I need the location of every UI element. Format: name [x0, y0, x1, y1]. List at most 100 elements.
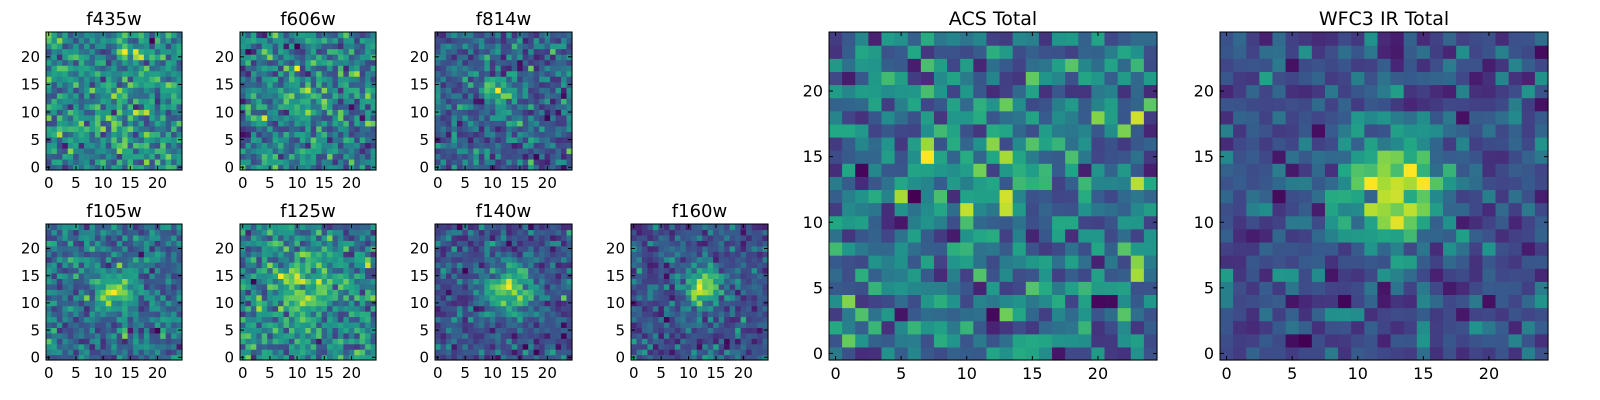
heatmap-cell — [489, 262, 496, 269]
heatmap-cell — [960, 176, 974, 191]
heatmap-cell — [299, 300, 306, 307]
heatmap-cell — [566, 283, 573, 290]
heatmap-cell — [1117, 176, 1132, 191]
heatmap-cell — [73, 131, 80, 138]
heatmap-cell — [256, 311, 263, 318]
heatmap-cell — [696, 338, 703, 345]
heatmap-cell — [511, 316, 518, 323]
heatmap-cell — [283, 278, 290, 285]
heatmap-cell — [310, 131, 317, 138]
heatmap-cell — [288, 316, 295, 323]
heatmap-cell — [489, 311, 496, 318]
heatmap-cell — [1091, 202, 1106, 217]
heatmap-cell — [762, 278, 769, 285]
heatmap-cell — [67, 245, 74, 252]
heatmap-cell — [370, 76, 377, 83]
heatmap-cell — [550, 300, 557, 307]
heatmap-cell — [462, 251, 469, 258]
heatmap-cell — [933, 268, 948, 282]
heatmap-cell — [663, 224, 670, 231]
heatmap-cell — [511, 311, 518, 318]
heatmap-cell — [116, 256, 123, 263]
heatmap-cell — [78, 65, 85, 72]
heatmap-cell — [1130, 268, 1145, 282]
heatmap-cell — [729, 305, 736, 312]
heatmap-cell — [143, 321, 150, 328]
heatmap-cell — [337, 289, 344, 296]
heatmap-cell — [751, 251, 758, 258]
heatmap-cell — [73, 103, 80, 110]
heatmap-cell — [757, 245, 764, 252]
heatmap-cell — [84, 136, 91, 143]
heatmap-cell — [321, 136, 328, 143]
heatmap-cell — [647, 332, 654, 339]
heatmap-cell — [138, 153, 145, 160]
heatmap-cell — [658, 338, 665, 345]
heatmap-cell — [56, 234, 63, 241]
heatmap-cell — [881, 176, 896, 191]
heatmap-cell — [105, 48, 112, 55]
heatmap-cell — [332, 59, 339, 66]
heatmap-cell — [67, 131, 74, 138]
heatmap-cell — [435, 343, 442, 350]
heatmap-cell — [278, 98, 285, 105]
heatmap-cell — [484, 98, 491, 105]
heatmap-cell — [669, 272, 676, 279]
heatmap-cell — [440, 142, 447, 149]
heatmap-cell — [84, 43, 91, 50]
heatmap-cell — [484, 224, 491, 231]
heatmap-cell — [310, 76, 317, 83]
heatmap-cell — [1038, 333, 1053, 348]
heatmap-cell — [669, 256, 676, 263]
heatmap-cell — [484, 229, 491, 236]
heatmap-cell — [933, 320, 948, 335]
heatmap-cell — [500, 278, 507, 285]
axes-frame — [434, 223, 573, 361]
heatmap-cell — [500, 262, 507, 269]
heatmap-cell — [842, 163, 856, 177]
axes-frame — [239, 223, 377, 361]
heatmap-cell — [511, 37, 518, 44]
heatmap-cell — [370, 32, 377, 39]
heatmap-cell — [522, 240, 529, 247]
heatmap-cell — [171, 311, 178, 318]
heatmap-cell — [62, 120, 69, 127]
heatmap-cell — [240, 131, 247, 138]
heatmap-cell — [484, 92, 491, 99]
heatmap-cell — [652, 245, 659, 252]
heatmap-cell — [365, 267, 372, 274]
heatmap-cell — [78, 234, 85, 241]
heatmap-cell — [359, 278, 366, 285]
heatmap-cell — [51, 109, 58, 116]
heatmap-cell — [127, 87, 134, 94]
heatmap-cell — [555, 114, 562, 121]
heatmap-cell — [522, 245, 529, 252]
heatmap-cell — [278, 300, 285, 307]
heatmap-cell — [729, 224, 736, 231]
heatmap-cell — [894, 215, 909, 230]
heatmap-cell — [718, 294, 725, 301]
heatmap-cell — [84, 349, 91, 356]
heatmap-cell — [478, 240, 485, 247]
heatmap-cell — [256, 120, 263, 127]
heatmap-cell — [746, 332, 753, 339]
heatmap-cell — [321, 125, 328, 132]
heatmap-cell — [489, 321, 496, 328]
heatmap-cell — [729, 300, 736, 307]
heatmap-cell — [133, 142, 140, 149]
heatmap-cell — [154, 256, 161, 263]
heatmap-cell — [171, 283, 178, 290]
heatmap-cell — [1091, 294, 1106, 309]
heatmap-cell — [89, 131, 96, 138]
heatmap-cell — [685, 332, 692, 339]
heatmap-cell — [337, 59, 344, 66]
heatmap-cell — [829, 320, 843, 335]
heatmap-cell — [89, 32, 96, 39]
heatmap-cell — [337, 125, 344, 132]
heatmap-cell — [478, 349, 485, 356]
heatmap-cell — [354, 343, 361, 350]
heatmap-cells — [435, 32, 573, 171]
heatmap-cell — [495, 147, 502, 155]
heatmap-cell — [316, 37, 323, 44]
heatmap-cell — [517, 92, 524, 99]
